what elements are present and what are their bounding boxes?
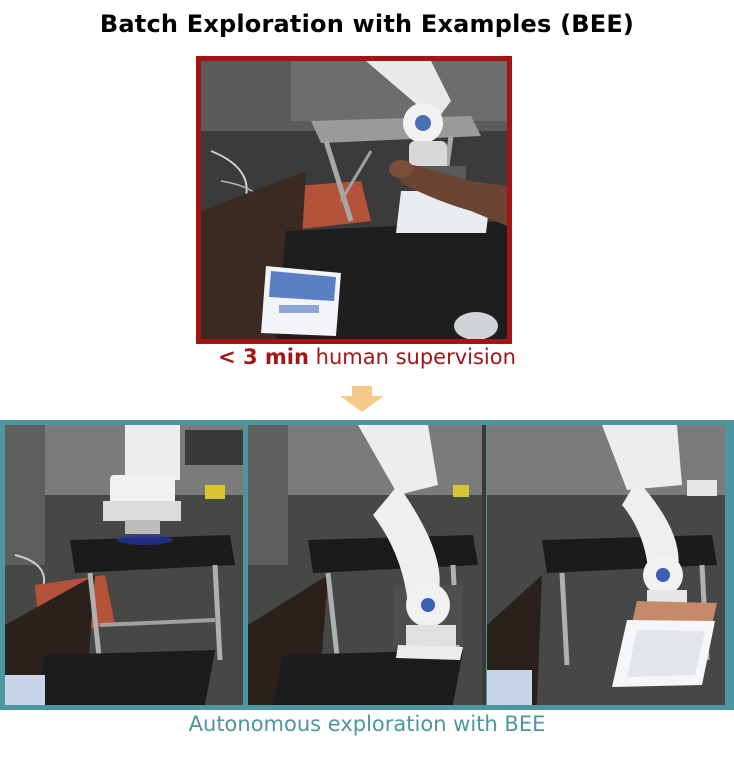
human-supervision-photo xyxy=(196,56,512,344)
figure-title: Batch Exploration with Examples (BEE) xyxy=(99,10,635,38)
human-supervision-caption: < 3 min human supervision xyxy=(0,345,734,369)
autonomous-exploration-strip xyxy=(0,420,734,710)
exploration-panel-2 xyxy=(248,425,486,705)
exploration-panel-1 xyxy=(5,425,243,705)
supervision-time: < 3 min xyxy=(218,345,309,369)
supervision-text: human supervision xyxy=(308,345,516,369)
down-arrow-icon xyxy=(340,386,384,412)
autonomous-exploration-caption: Autonomous exploration with BEE xyxy=(188,712,546,736)
exploration-panel-3 xyxy=(487,425,725,705)
